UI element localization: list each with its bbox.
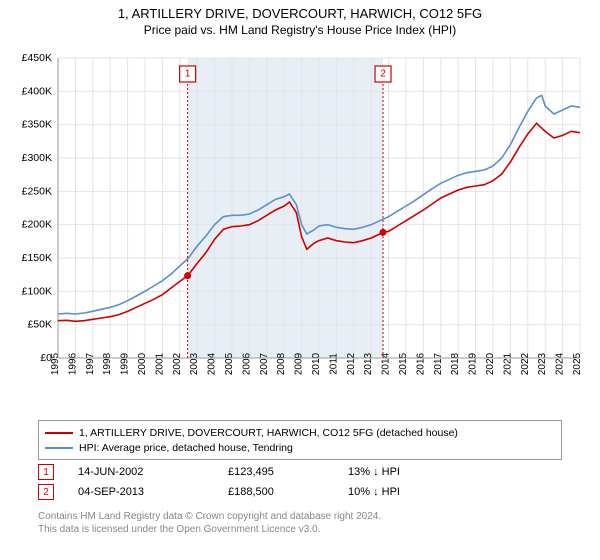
sale-marker: 1 — [38, 464, 54, 480]
svg-text:£150K: £150K — [22, 252, 52, 264]
svg-text:2020: 2020 — [485, 352, 496, 375]
svg-text:2002: 2002 — [172, 352, 183, 375]
svg-text:2016: 2016 — [415, 352, 426, 375]
svg-text:2001: 2001 — [154, 352, 165, 375]
svg-text:2004: 2004 — [207, 352, 218, 375]
footer: Contains HM Land Registry data © Crown c… — [38, 510, 562, 536]
legend: 1, ARTILLERY DRIVE, DOVERCOURT, HARWICH,… — [38, 420, 562, 460]
sale-date: 04-SEP-2013 — [78, 486, 228, 498]
sale-row: 2 04-SEP-2013£188,50010% ↓ HPI — [38, 482, 562, 502]
page-title: 1, ARTILLERY DRIVE, DOVERCOURT, HARWICH,… — [0, 6, 600, 21]
svg-text:1995: 1995 — [50, 352, 61, 375]
title-area: 1, ARTILLERY DRIVE, DOVERCOURT, HARWICH,… — [0, 0, 600, 37]
svg-text:2007: 2007 — [259, 352, 270, 375]
svg-text:2019: 2019 — [468, 352, 479, 375]
svg-text:£450K: £450K — [22, 52, 52, 64]
sale-hpi: 13% ↓ HPI — [348, 466, 448, 478]
svg-text:1998: 1998 — [102, 352, 113, 375]
svg-text:1996: 1996 — [67, 352, 78, 375]
svg-text:£100K: £100K — [22, 285, 52, 297]
svg-text:2000: 2000 — [137, 352, 148, 375]
svg-text:2011: 2011 — [328, 353, 339, 375]
svg-text:2014: 2014 — [381, 352, 392, 375]
sale-price: £123,495 — [228, 466, 348, 478]
sale-marker: 2 — [38, 484, 54, 500]
svg-text:2024: 2024 — [555, 352, 566, 375]
svg-text:£250K: £250K — [22, 185, 52, 197]
svg-text:2005: 2005 — [224, 352, 235, 375]
svg-text:2015: 2015 — [398, 352, 409, 375]
legend-item: HPI: Average price, detached house, Tend… — [45, 440, 555, 455]
svg-text:2009: 2009 — [294, 352, 305, 375]
svg-text:2017: 2017 — [433, 352, 444, 375]
svg-text:£350K: £350K — [22, 119, 52, 131]
svg-text:2018: 2018 — [450, 352, 461, 375]
legend-swatch — [45, 432, 73, 434]
svg-text:£300K: £300K — [22, 152, 52, 164]
svg-text:2012: 2012 — [346, 352, 357, 375]
svg-text:1999: 1999 — [120, 352, 131, 375]
legend-item: 1, ARTILLERY DRIVE, DOVERCOURT, HARWICH,… — [45, 425, 555, 440]
svg-text:2023: 2023 — [537, 352, 548, 375]
footer-line2: This data is licensed under the Open Gov… — [38, 523, 562, 536]
legend-swatch — [45, 447, 73, 449]
svg-text:2006: 2006 — [241, 352, 252, 375]
svg-text:2022: 2022 — [520, 352, 531, 375]
svg-text:2013: 2013 — [363, 352, 374, 375]
page-subtitle: Price paid vs. HM Land Registry's House … — [0, 23, 600, 37]
svg-text:£200K: £200K — [22, 219, 52, 231]
sales-table: 1 14-JUN-2002£123,49513% ↓ HPI 2 04-SEP-201… — [38, 462, 562, 502]
sale-date: 14-JUN-2002 — [78, 466, 228, 478]
svg-text:2021: 2021 — [502, 352, 513, 375]
chart: £0£50K£100K£150K£200K£250K£300K£350K£400… — [10, 48, 590, 408]
svg-text:2008: 2008 — [276, 352, 287, 375]
sale-row: 1 14-JUN-2002£123,49513% ↓ HPI — [38, 462, 562, 482]
svg-text:2: 2 — [380, 69, 386, 80]
footer-line1: Contains HM Land Registry data © Crown c… — [38, 510, 562, 523]
sale-hpi: 10% ↓ HPI — [348, 486, 448, 498]
sale-price: £188,500 — [228, 486, 348, 498]
legend-label: HPI: Average price, detached house, Tend… — [79, 442, 293, 454]
svg-text:1: 1 — [185, 69, 191, 80]
legend-label: 1, ARTILLERY DRIVE, DOVERCOURT, HARWICH,… — [79, 427, 458, 439]
svg-text:£50K: £50K — [27, 319, 52, 331]
svg-text:2010: 2010 — [311, 352, 322, 375]
chart-svg: £0£50K£100K£150K£200K£250K£300K£350K£400… — [10, 48, 590, 408]
svg-text:2003: 2003 — [189, 352, 200, 375]
svg-text:1997: 1997 — [85, 352, 96, 375]
svg-text:2025: 2025 — [572, 352, 583, 375]
svg-text:£400K: £400K — [22, 85, 52, 97]
